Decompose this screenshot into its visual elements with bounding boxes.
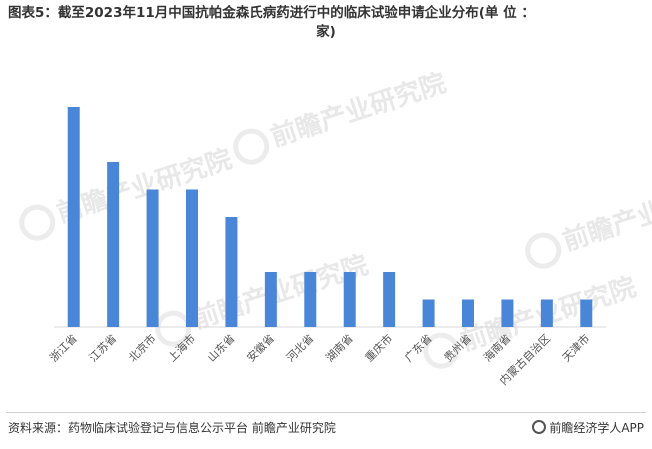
bar (67, 107, 80, 327)
bar (580, 299, 593, 327)
bar (225, 217, 238, 327)
bar (462, 299, 474, 327)
bar (186, 189, 198, 327)
x-tick-label: 重庆市 (362, 331, 395, 364)
bar (422, 299, 435, 327)
x-tick-label: 贵州省 (442, 332, 475, 365)
bar (107, 162, 120, 327)
x-tick-label: 浙江省 (47, 332, 80, 365)
bar (501, 299, 514, 327)
x-tick-label: 天津市 (559, 331, 592, 364)
bar (540, 299, 553, 327)
x-tick-label: 山东省 (205, 332, 238, 365)
x-tick-label: 北京市 (125, 331, 158, 364)
brand-logo-icon (532, 420, 547, 434)
x-tick-label: 上海市 (165, 331, 198, 364)
source-note: 资料来源：药物临床试验登记与信息公示平台 前瞻产业研究院 (8, 421, 336, 435)
x-tick-label: 江苏省 (87, 332, 120, 365)
footer-divider (6, 412, 646, 413)
bar (146, 189, 159, 327)
chart-title: 图表5：截至2023年11月中国抗帕金森氏病药进行中的临床试验申请企业分布(单 … (8, 4, 644, 42)
bar (343, 272, 356, 327)
brand-label: 前瞻经济学人APP (532, 419, 644, 436)
bar (383, 272, 396, 327)
brand-text: 前瞻经济学人APP (549, 421, 644, 435)
x-tick-label: 海南省 (480, 331, 513, 364)
x-tick-label: 湖南省 (323, 332, 356, 365)
title-line-1: 图表5：截至2023年11月中国抗帕金森氏病药进行中的临床试验申请企业分布(单 … (8, 5, 535, 21)
x-tick-label: 河北省 (284, 332, 317, 365)
bar (264, 272, 277, 327)
x-tick-label: 安徽省 (244, 331, 277, 364)
title-line-2: 家) (316, 24, 336, 40)
x-tick-label: 广东省 (402, 332, 435, 365)
bar (304, 272, 317, 327)
